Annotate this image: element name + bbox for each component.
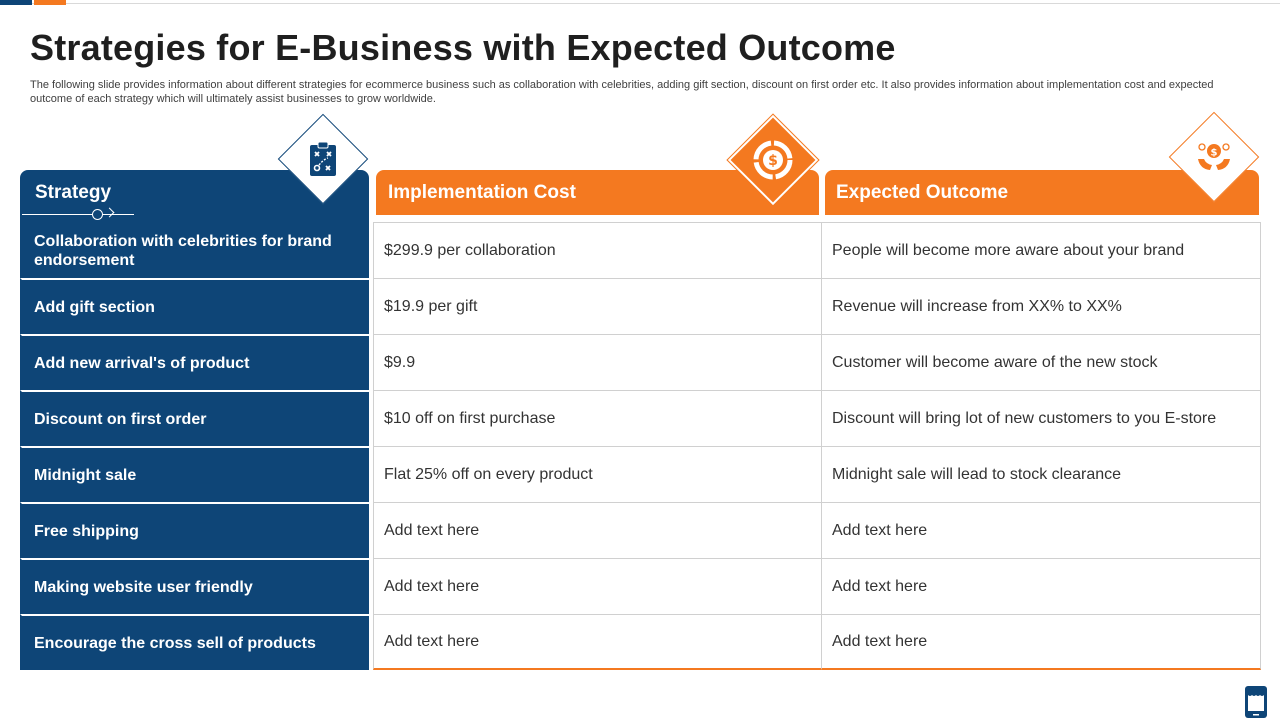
header-outcome: Expected Outcome (825, 170, 1259, 215)
top-accent-blue (0, 0, 32, 5)
table-row: Add new arrival's of product $9.9 Customer… (20, 334, 1261, 390)
cost-cell: Add text here (373, 558, 821, 614)
page-subtitle: The following slide provides information… (30, 79, 1214, 105)
outcome-cell: People will become more aware about your… (821, 222, 1261, 278)
table-row: Free shipping Add text here Add text here (20, 502, 1261, 558)
strategy-cell: Add new arrival's of product (20, 334, 369, 390)
cost-cell: $299.9 per collaboration (373, 222, 821, 278)
header-outcome-label: Expected Outcome (836, 181, 1009, 203)
cost-cell: $10 off on first purchase (373, 390, 821, 446)
mobile-store-icon (1243, 685, 1269, 719)
cost-cell: Add text here (373, 614, 821, 670)
header-arrow-circle (92, 209, 103, 220)
strategy-cell: Add gift section (20, 278, 369, 334)
table-row: Encourage the cross sell of products Add … (20, 614, 1261, 670)
cost-cell: $9.9 (373, 334, 821, 390)
outcome-cell: Customer will become aware of the new st… (821, 334, 1261, 390)
dollar-chart-icon: $ (753, 140, 793, 180)
table-row: Discount on first order $10 off on first … (20, 390, 1261, 446)
outcome-cell: Midnight sale will lead to stock clearan… (821, 446, 1261, 502)
cost-cell: Add text here (373, 502, 821, 558)
outcome-cell: Revenue will increase from XX% to XX% (821, 278, 1261, 334)
cost-cell: Flat 25% off on every product (373, 446, 821, 502)
cost-cell: $19.9 per gift (373, 278, 821, 334)
header-strategy-label: Strategy (35, 181, 112, 203)
money-hands-icon: $ (1194, 137, 1234, 177)
outcome-cell: Add text here (821, 614, 1261, 670)
strategy-cell: Making website user friendly (20, 558, 369, 614)
strategy-table: Collaboration with celebrities for brand… (20, 222, 1261, 670)
strategy-cell: Encourage the cross sell of products (20, 614, 369, 670)
strategy-cell: Midnight sale (20, 446, 369, 502)
strategy-cell: Discount on first order (20, 390, 369, 446)
outcome-cell: Add text here (821, 558, 1261, 614)
header-arrow-line (22, 214, 134, 215)
strategy-board-icon (303, 139, 343, 179)
header-cost-label: Implementation Cost (388, 181, 576, 203)
svg-text:$: $ (1211, 148, 1218, 159)
table-row: Add gift section $19.9 per gift Revenue wi… (20, 278, 1261, 334)
table-row: Collaboration with celebrities for brand… (20, 222, 1261, 278)
outcome-cell: Discount will bring lot of new customers… (821, 390, 1261, 446)
strategy-cell: Collaboration with celebrities for brand… (20, 222, 369, 278)
svg-text:$: $ (768, 153, 778, 169)
strategy-cell: Free shipping (20, 502, 369, 558)
table-row: Midnight sale Flat 25% off on every produ… (20, 446, 1261, 502)
table-row: Making website user friendly Add text her… (20, 558, 1261, 614)
outcome-cell: Add text here (821, 502, 1261, 558)
top-accent-orange (34, 0, 66, 5)
top-divider (0, 3, 1280, 4)
page-title: Strategies for E-Business with Expected … (30, 27, 896, 68)
